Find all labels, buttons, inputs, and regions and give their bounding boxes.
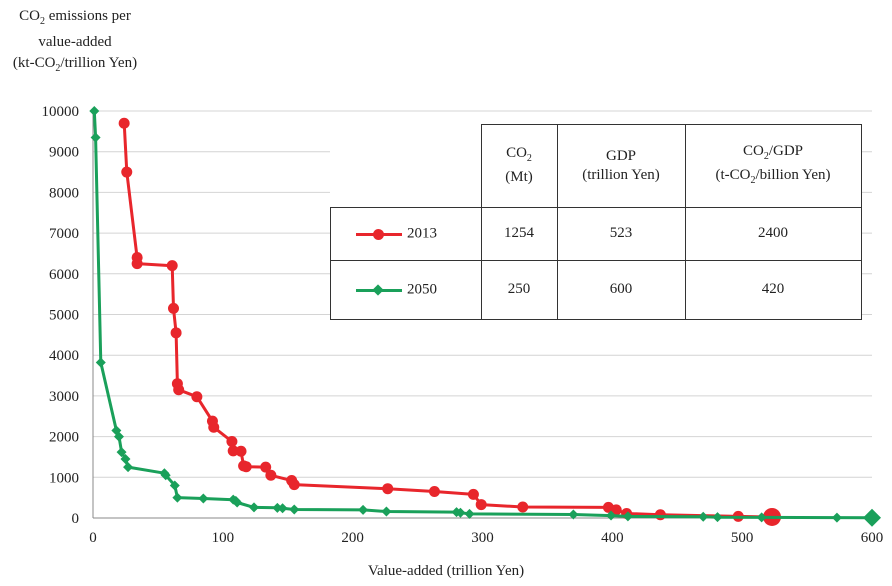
y-axis-label-line-2: value-added bbox=[38, 34, 112, 50]
data-point bbox=[123, 462, 134, 473]
data-point bbox=[654, 509, 666, 521]
data-point bbox=[467, 488, 479, 500]
data-point bbox=[121, 166, 133, 178]
series-2050 bbox=[89, 106, 881, 527]
x-tick-labels: 0 100 200 300 400 500 600 bbox=[89, 530, 883, 546]
data-point bbox=[289, 504, 300, 515]
y-tick-label: 6000 bbox=[49, 267, 79, 283]
data-point bbox=[118, 117, 130, 129]
data-point bbox=[208, 421, 220, 433]
table-corner-blank bbox=[331, 125, 482, 208]
legend-marker-2050 bbox=[372, 283, 384, 296]
y-tick-label: 3000 bbox=[49, 389, 79, 405]
y-tick-label: 0 bbox=[72, 511, 80, 527]
legend-label-2013: 2013 bbox=[407, 225, 437, 241]
data-point bbox=[568, 509, 579, 520]
y-axis-label-line-3: (kt-CO2/trillion Yen) bbox=[12, 55, 138, 74]
y-axis-label: CO2 emissions per value-added (kt-CO2/tr… bbox=[0, 6, 150, 79]
data-point bbox=[863, 508, 881, 527]
data-point bbox=[116, 447, 127, 458]
data-point bbox=[172, 492, 183, 503]
y-tick-label: 5000 bbox=[49, 308, 79, 324]
data-point bbox=[712, 512, 723, 523]
data-point bbox=[120, 453, 131, 464]
data-point bbox=[167, 302, 179, 314]
legend-marker-2013 bbox=[373, 228, 384, 240]
data-point bbox=[756, 512, 767, 523]
x-tick-label: 200 bbox=[341, 530, 364, 546]
y-tick-label: 10000 bbox=[42, 104, 80, 120]
table-cell-co2-2050: 250 bbox=[480, 259, 558, 320]
table-row: 2050 250 600 420 bbox=[330, 259, 862, 320]
data-point bbox=[248, 502, 259, 513]
y-axis-label-line-1: CO2 emissions per bbox=[19, 8, 131, 27]
table-cell-ratio-2050: 420 bbox=[684, 259, 862, 320]
data-point bbox=[464, 508, 475, 519]
data-point bbox=[240, 461, 252, 473]
data-point bbox=[358, 504, 369, 515]
x-tick-label: 500 bbox=[731, 530, 754, 546]
table-cell-ratio-2013: 2400 bbox=[684, 206, 862, 261]
data-point bbox=[277, 503, 288, 514]
data-point bbox=[89, 106, 100, 116]
series-2013 bbox=[118, 117, 782, 526]
legend-entry-2013: 2013 bbox=[330, 206, 482, 261]
series-group bbox=[89, 106, 881, 527]
legend-label-2050: 2050 bbox=[407, 281, 437, 297]
table-header-ratio: CO2/GDP (t-CO2/billion Yen) bbox=[684, 124, 862, 208]
table-cell-gdp-2013: 523 bbox=[556, 206, 686, 261]
x-tick-label: 400 bbox=[601, 530, 624, 546]
data-point bbox=[160, 470, 171, 481]
y-tick-label: 4000 bbox=[49, 348, 79, 364]
data-point bbox=[227, 445, 239, 457]
data-point bbox=[232, 497, 243, 508]
data-point bbox=[610, 504, 622, 516]
data-point bbox=[90, 132, 101, 143]
data-point bbox=[831, 512, 842, 523]
data-point bbox=[381, 506, 392, 517]
x-axis-label: Value-added (trillion Yen) bbox=[367, 563, 525, 579]
data-point bbox=[382, 483, 394, 495]
data-point bbox=[235, 445, 247, 457]
data-point bbox=[198, 493, 209, 504]
data-point bbox=[131, 258, 143, 270]
data-point bbox=[169, 480, 180, 491]
data-point bbox=[475, 499, 487, 511]
data-point bbox=[95, 357, 106, 368]
y-tick-label: 7000 bbox=[49, 226, 79, 242]
table-row: 2013 1254 523 2400 bbox=[330, 206, 862, 261]
data-point bbox=[166, 260, 178, 272]
data-point bbox=[226, 435, 238, 447]
data-point bbox=[113, 431, 124, 442]
data-point bbox=[260, 461, 272, 473]
data-point bbox=[517, 501, 529, 513]
data-point bbox=[606, 510, 617, 521]
data-point bbox=[173, 384, 185, 396]
y-tick-label: 9000 bbox=[49, 145, 79, 161]
y-tick-label: 2000 bbox=[49, 430, 79, 446]
x-tick-label: 0 bbox=[89, 530, 97, 546]
y-tick-labels: 0 1000 2000 3000 4000 5000 6000 7000 8000 9000 100… bbox=[42, 104, 80, 527]
data-point bbox=[170, 327, 182, 339]
table-header-gdp: GDP (trillion Yen) bbox=[556, 124, 686, 208]
legend-entry-2050: 2050 bbox=[330, 259, 482, 320]
data-point bbox=[698, 511, 709, 522]
data-point bbox=[455, 507, 466, 518]
data-point bbox=[265, 469, 277, 481]
data-point bbox=[288, 479, 300, 491]
x-tick-label: 300 bbox=[471, 530, 494, 546]
y-tick-label: 1000 bbox=[49, 470, 79, 486]
table-cell-gdp-2050: 600 bbox=[556, 259, 686, 320]
table-cell-co2-2013: 1254 bbox=[480, 206, 558, 261]
table-header-co2: CO2 (Mt) bbox=[480, 124, 558, 208]
x-tick-label: 600 bbox=[861, 530, 884, 546]
table-header-row: CO2 (Mt) GDP (trillion Yen) CO2/GDP (t-CO2/… bbox=[331, 124, 862, 208]
data-point bbox=[191, 391, 203, 403]
summary-table: CO2 (Mt) GDP (trillion Yen) CO2/GDP (t-CO2/… bbox=[330, 124, 862, 320]
data-point bbox=[622, 511, 633, 522]
y-tick-label: 8000 bbox=[49, 185, 79, 201]
x-tick-label: 100 bbox=[212, 530, 235, 546]
data-point bbox=[428, 486, 440, 498]
